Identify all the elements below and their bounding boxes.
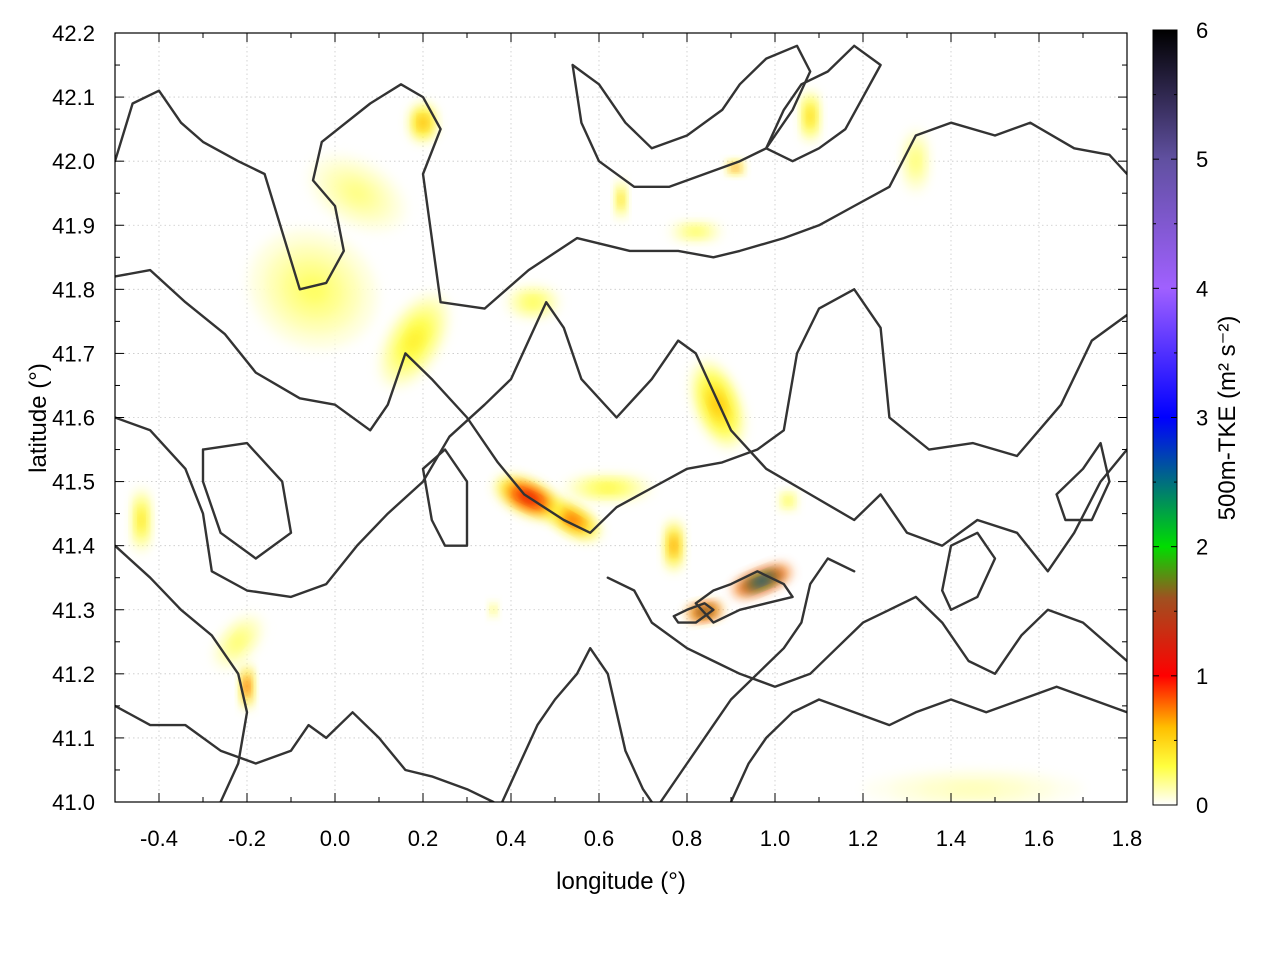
colorbar-ticks: 0 1 2 3 4 5 6 (1153, 18, 1208, 818)
y-tick-label: 41.3 (52, 598, 95, 623)
tke-blob (232, 635, 245, 649)
tke-blob (912, 153, 920, 170)
y-tick-label: 41.8 (52, 277, 95, 302)
x-tick-label: 1.2 (848, 826, 879, 851)
tke-blob (689, 229, 703, 235)
x-tick-label: 0.6 (584, 826, 615, 851)
terrain-contour-line (115, 301, 1127, 599)
tke-blob (344, 183, 370, 203)
terrain-contour-line (115, 704, 495, 802)
colorbar-label: 500m-TKE (m² s⁻²) (1214, 316, 1241, 521)
tke-blob (671, 539, 676, 553)
tke-blob (419, 117, 427, 128)
tke-blob (245, 681, 249, 693)
x-tick-label: 0.2 (408, 826, 439, 851)
x-tick-label: 1.0 (760, 826, 791, 851)
terrain-contour-line (1055, 441, 1111, 522)
tke-blob (296, 274, 330, 305)
y-tick-label: 41.5 (52, 470, 95, 495)
x-tick-label: 1.8 (1112, 826, 1143, 851)
y-tick-label: 41.1 (52, 726, 95, 751)
y-tick-label: 41.6 (52, 406, 95, 431)
terrain-contour-line (729, 685, 1127, 802)
tke-blob (526, 298, 540, 307)
axis-ticks (114, 32, 1128, 803)
colorbar-tick-label: 3 (1196, 406, 1208, 431)
y-tick-label: 41.0 (52, 790, 95, 815)
terrain-contour-line (571, 44, 812, 188)
terrain-contour-line (115, 544, 249, 802)
tke-blob (491, 607, 496, 612)
y-axis-tick-labels: 41.0 41.1 41.2 41.3 41.4 41.5 41.6 41.7 41.8 41.9… (52, 21, 95, 815)
x-tick-label: 0.0 (320, 826, 351, 851)
terrain-contour-line (115, 83, 1127, 310)
tke-blob (596, 484, 619, 492)
tke-blob (945, 784, 1001, 794)
terrain-contour-line (659, 557, 856, 802)
tke-blob (405, 329, 423, 353)
terrain-contour-line (421, 448, 469, 547)
plot-background (115, 33, 1127, 802)
x-tick-label: 0.4 (496, 826, 527, 851)
terrain-contour-line (672, 602, 715, 624)
terrain-contour-line (201, 441, 293, 560)
colorbar-tick-label: 0 (1196, 793, 1208, 818)
x-tick-label: 0.8 (672, 826, 703, 851)
colorbar-tick-label: 1 (1196, 664, 1208, 689)
tke-blob (565, 515, 580, 525)
terrain-contour-line (606, 576, 1127, 688)
y-axis-label: latitude (°) (25, 363, 52, 473)
tke-blob (754, 577, 770, 585)
x-tick-label: 1.4 (936, 826, 967, 851)
colorbar-tick-label: 5 (1196, 147, 1208, 172)
colorbar-tick-label: 2 (1196, 535, 1208, 560)
tke-blob (733, 165, 738, 170)
tke-blob (808, 109, 813, 123)
y-tick-label: 42.1 (52, 85, 95, 110)
tke-blob (139, 512, 144, 529)
terrain-contours (115, 44, 1127, 802)
tke-blob (619, 194, 623, 205)
terrain-contour-line (694, 570, 794, 624)
x-axis-label: longitude (°) (556, 868, 686, 895)
terrain-contour-line (501, 647, 653, 802)
y-tick-label: 41.4 (52, 534, 95, 559)
y-tick-label: 41.9 (52, 213, 95, 238)
terrain-contour-line (115, 268, 1127, 534)
y-tick-label: 42.2 (52, 21, 95, 46)
x-tick-label: -0.2 (228, 826, 266, 851)
x-axis-tick-labels: -0.4 -0.2 0.0 0.2 0.4 0.6 0.8 1.0 1.2 1.4 1.6 1.8 (140, 826, 1142, 851)
y-tick-label: 41.7 (52, 341, 95, 366)
colorbar-tick-label: 6 (1196, 18, 1208, 43)
y-tick-label: 41.2 (52, 662, 95, 687)
terrain-contour-line (941, 531, 997, 611)
x-tick-label: -0.4 (140, 826, 178, 851)
tke-blob (786, 498, 791, 504)
terrain-contour-line (765, 44, 882, 163)
colorbar-tick-label: 4 (1196, 276, 1208, 301)
y-tick-label: 42.0 (52, 149, 95, 174)
x-tick-label: 1.6 (1024, 826, 1055, 851)
